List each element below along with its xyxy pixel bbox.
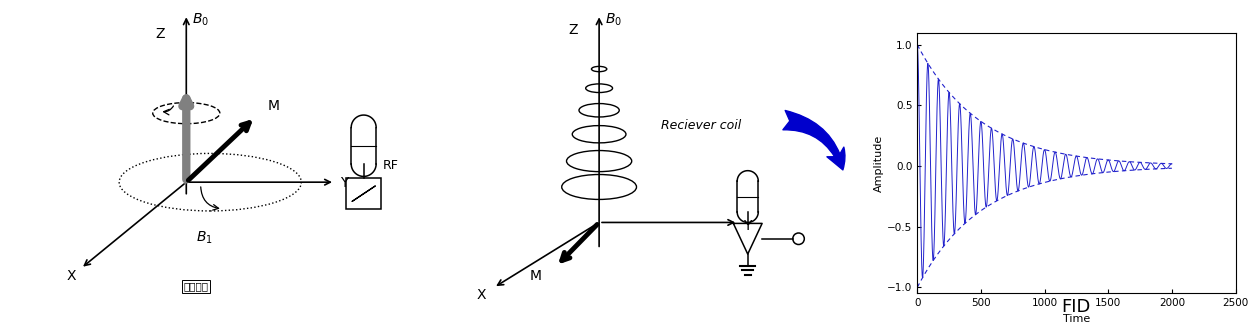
X-axis label: Time: Time	[1063, 314, 1090, 324]
Text: Y: Y	[339, 176, 348, 190]
Text: $B_1$: $B_1$	[196, 230, 212, 246]
Text: Y: Y	[743, 219, 751, 233]
Text: X: X	[66, 269, 76, 283]
Bar	[347, 178, 381, 209]
Text: $B_0$: $B_0$	[605, 12, 622, 28]
Text: RF: RF	[383, 159, 398, 172]
Text: M: M	[530, 269, 542, 283]
Text: 回転磁場: 回転磁場	[183, 282, 208, 291]
Text: Z: Z	[569, 22, 578, 37]
Text: M: M	[268, 99, 280, 113]
Text: $B_0$: $B_0$	[192, 12, 210, 28]
Text: Z: Z	[156, 26, 165, 40]
Text: X: X	[477, 288, 485, 302]
Text: FID: FID	[1061, 298, 1091, 316]
Text: Reciever coil: Reciever coil	[661, 119, 741, 132]
Y-axis label: Amplitude: Amplitude	[875, 134, 885, 192]
